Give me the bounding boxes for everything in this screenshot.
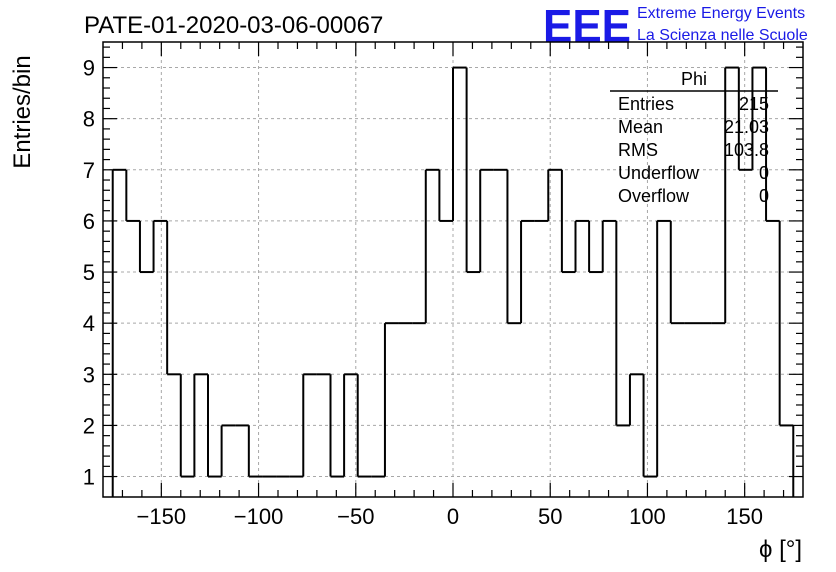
x-tick-label: −50 (337, 504, 374, 529)
y-tick-label: 7 (83, 158, 95, 183)
eee-logo-mark: EEE (543, 0, 631, 52)
stats-label: Entries (618, 94, 674, 114)
axis-ticks (103, 42, 803, 497)
stats-label: Underflow (618, 163, 700, 183)
y-tick-label: 9 (83, 56, 95, 81)
x-tick-label: −150 (137, 504, 187, 529)
stats-value: 0 (759, 163, 769, 183)
histogram-series (111, 66, 795, 497)
y-tick-label: 2 (83, 413, 95, 438)
y-axis-label: Entries/bin (9, 55, 36, 168)
stats-value: 21.03 (724, 117, 769, 137)
y-tick-label: 4 (83, 311, 95, 336)
y-tick-labels: 1 2 3 4 5 6 7 8 9 (83, 56, 95, 490)
y-tick-label: 6 (83, 209, 95, 234)
x-tick-label: 50 (538, 504, 562, 529)
stats-rows: Entries 215 Mean 21.03 RMS 103.8 Underflow 0 Ove… (618, 94, 769, 206)
stats-value: 103.8 (724, 140, 769, 160)
stats-value: 0 (759, 186, 769, 206)
x-tick-labels: −150 −100 −50 0 50 100 150 (137, 504, 763, 529)
chart-title: PATE-01-2020-03-06-00067 (84, 12, 383, 39)
x-tick-label: −100 (234, 504, 284, 529)
x-axis-label: ϕ [°] (759, 536, 802, 563)
stats-box-name: Phi (681, 69, 707, 89)
stats-label: Overflow (618, 186, 690, 206)
y-tick-label: 5 (83, 260, 95, 285)
stats-value: 215 (739, 94, 769, 114)
y-tick-label: 3 (83, 362, 95, 387)
stats-label: RMS (618, 140, 658, 160)
y-tick-label: 1 (83, 465, 95, 490)
x-tick-label: 150 (726, 504, 763, 529)
logo-line-2: La Scienza nelle Scuole (637, 27, 808, 44)
stats-label: Mean (618, 117, 663, 137)
logo-line-1: Extreme Energy Events (637, 5, 805, 22)
x-tick-label: 0 (447, 504, 459, 529)
y-tick-label: 8 (83, 107, 95, 132)
eee-logo: EEE Extreme Energy Events La Scienza nel… (543, 0, 808, 52)
stats-box: Phi Entries 215 Mean 21.03 RMS 103.8 Underflow… (610, 69, 778, 206)
x-tick-label: 100 (629, 504, 666, 529)
